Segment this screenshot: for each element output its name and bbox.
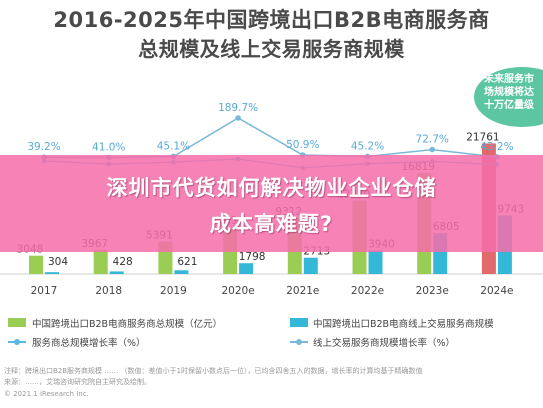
- label-online-2020e: 1798: [239, 251, 266, 263]
- chart-title-line1: 2016-2025年中国跨境出口B2B电商服务商: [53, 8, 490, 32]
- bar-total-2018: [93, 250, 108, 274]
- point-online-growth-2020e: [235, 115, 241, 121]
- label-online-growth-2021e: 50.9%: [286, 139, 319, 151]
- label-online-growth-2023e: 72.7%: [416, 134, 449, 146]
- callout-line2: 场规模将达: [484, 87, 534, 98]
- legend-label-online-growth: 线上交易服务商规模增长率（%）: [313, 338, 456, 349]
- x-tick-2019: 2019: [160, 285, 187, 297]
- bar-total-2017: [29, 255, 43, 274]
- label-online-growth-2018: 41.0%: [92, 142, 125, 154]
- x-tick-2024e: 2024e: [480, 285, 513, 297]
- legend-swatch-total-bar: [8, 318, 26, 327]
- footnote-copyright: © 2021.1 iResearch Inc.: [4, 390, 89, 398]
- footnote-source: 来源：……，艾瑞咨询研究院自主研究及绘制。: [4, 378, 151, 386]
- label-online-2018: 428: [113, 256, 133, 268]
- x-tick-2018: 2018: [95, 285, 122, 297]
- x-tick-2020e: 2020e: [222, 285, 255, 297]
- x-tick-2021e: 2021e: [286, 285, 319, 297]
- label-online-growth-2020e: 189.7%: [218, 102, 258, 114]
- callout-bubble: 未来服务市 场规模将达 十万亿量级: [474, 67, 543, 127]
- label-online-2019: 621: [177, 256, 197, 268]
- label-online-growth-2017: 39.2%: [27, 141, 60, 153]
- bar-online-2021e: [303, 257, 318, 274]
- legend-line-total-growth: [8, 339, 26, 345]
- legend-swatch-online-bar: [290, 318, 308, 327]
- bar-online-2017: [45, 272, 59, 274]
- legend-line-online-growth: [290, 339, 308, 345]
- label-online-growth-2019: 45.1%: [157, 140, 190, 152]
- bar-online-2018: [109, 271, 124, 274]
- callout-line1: 未来服务市: [484, 74, 534, 85]
- legend-label-online-bar: 中国跨境出口B2B电商线上交易服务商规模: [313, 319, 494, 330]
- x-tick-2023e: 2023e: [416, 285, 449, 297]
- callout-line3: 十万亿量级: [484, 100, 534, 111]
- chart-title-line2: 总规模及线上交易服务商规模: [138, 37, 405, 61]
- footnote-note: 注释：跨境出口B2B服务商规模 …… （数值：差值小于1时保留小数点后一位），已…: [4, 367, 423, 375]
- banner-headline-line2: 成本高难题?: [209, 212, 334, 236]
- label-online-growth-2024e: 43.2%: [480, 141, 513, 153]
- x-tick-2022e: 2022e: [351, 285, 384, 297]
- label-online-growth-2022e: 45.2%: [351, 140, 384, 152]
- bar-online-2020e: [239, 263, 254, 274]
- x-tick-2017: 2017: [31, 285, 58, 297]
- point-online-growth-2023e: [429, 146, 436, 153]
- overlay-banner: [0, 155, 543, 252]
- bar-online-2022e: [368, 250, 383, 274]
- legend-label-total-bar: 中国跨境出口B2B电商服务商总规模（亿元）: [32, 319, 223, 330]
- label-online-2017: 304: [48, 256, 68, 268]
- banner-headline-line1: 深圳市代货如何解决物业企业仓储: [106, 176, 437, 200]
- label-total-2024e: 21761: [466, 131, 499, 143]
- legend-label-total-growth: 服务商总规模增长率（%）: [32, 338, 146, 349]
- bar-online-2019: [174, 270, 189, 274]
